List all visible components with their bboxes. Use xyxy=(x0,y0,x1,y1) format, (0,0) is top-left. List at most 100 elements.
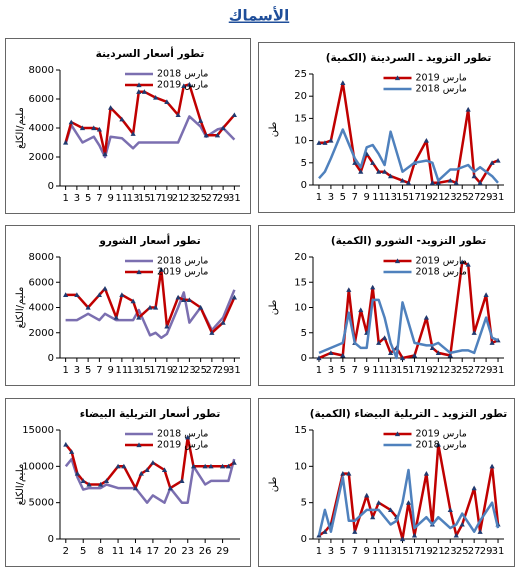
point-marker xyxy=(376,500,382,505)
y-tick-label: 8000 xyxy=(29,65,54,76)
x-tick-label: 13 xyxy=(384,192,397,203)
y-axis-label: طن xyxy=(268,477,279,493)
point-marker xyxy=(130,131,136,136)
y-tick-label: 0 xyxy=(301,534,307,545)
y-tick-label: 20 xyxy=(294,252,307,263)
series-line xyxy=(65,289,236,340)
y-tick-label: 10 xyxy=(294,136,307,147)
point-marker xyxy=(322,529,328,534)
chart-panel: تطور أسعار التريلية البيضاء مليم/الكلغ 0 50… xyxy=(5,398,251,567)
chart-title: تطور التزويد ـ التريلية البيضاء (الكمية) xyxy=(310,408,508,420)
x-tick-label: 25 xyxy=(456,546,469,557)
chart-title: تطور التزويد- الشورو (الكمية) xyxy=(331,235,486,247)
point-marker xyxy=(198,304,204,310)
point-marker xyxy=(459,521,465,527)
x-tick-label: 17 xyxy=(408,192,421,203)
x-tick-label: 21 xyxy=(172,193,185,204)
point-marker xyxy=(208,463,214,469)
point-marker xyxy=(495,157,501,163)
point-marker xyxy=(477,180,483,185)
series-line xyxy=(319,81,499,185)
x-tick-label: 7 xyxy=(96,365,102,376)
point-marker xyxy=(79,125,86,131)
x-tick-label: 3 xyxy=(328,546,334,557)
chart-title: تطور التزويد ـ السردينة (الكمية) xyxy=(326,52,492,64)
x-tick-label: 21 xyxy=(172,365,185,376)
point-marker xyxy=(471,485,477,491)
point-marker xyxy=(435,350,441,356)
x-tick-label: 15 xyxy=(396,365,409,376)
x-tick-label: 1 xyxy=(316,546,322,557)
y-tick-label: 2000 xyxy=(29,328,54,339)
point-marker xyxy=(214,132,221,138)
x-tick-label: 7 xyxy=(96,193,102,204)
x-tick-label: 19 xyxy=(420,546,433,557)
point-marker xyxy=(358,307,364,313)
chart-title: تطور أسعار الشورو xyxy=(98,233,200,247)
x-tick-label: 3 xyxy=(74,365,80,376)
x-tick-label: 15 xyxy=(138,193,151,204)
x-tick-label: 11 xyxy=(116,193,129,204)
point-marker xyxy=(429,345,435,350)
x-tick-label: 19 xyxy=(161,193,174,204)
point-marker xyxy=(91,125,97,131)
point-marker xyxy=(167,485,173,491)
point-marker xyxy=(225,463,231,469)
x-tick-label: 9 xyxy=(364,546,370,557)
point-marker xyxy=(352,529,358,534)
point-marker xyxy=(447,177,453,183)
point-marker xyxy=(158,267,164,272)
y-tick-label: 4000 xyxy=(29,123,54,134)
point-marker xyxy=(435,180,441,185)
x-tick-label: 31 xyxy=(492,192,505,203)
point-marker xyxy=(153,304,159,310)
panel-frame xyxy=(5,225,251,386)
series-line xyxy=(318,128,499,184)
y-tick-label: 5000 xyxy=(29,498,54,509)
legend-label: مارس 2018 xyxy=(416,267,467,278)
point-marker xyxy=(231,294,237,300)
point-marker xyxy=(130,298,136,304)
x-tick-label: 5 xyxy=(85,193,91,204)
x-tick-label: 1 xyxy=(62,193,68,204)
point-marker xyxy=(376,340,382,345)
point-marker xyxy=(121,463,127,469)
x-tick-label: 27 xyxy=(468,546,481,557)
point-marker xyxy=(231,112,237,118)
x-tick-label: 5 xyxy=(340,365,346,376)
point-marker xyxy=(364,492,370,498)
y-tick-label: 10000 xyxy=(22,461,54,472)
point-marker xyxy=(186,81,192,87)
y-tick-label: 5 xyxy=(301,328,307,339)
point-marker xyxy=(423,138,430,143)
legend-label: مارس 2018 xyxy=(157,69,208,80)
x-tick-label: 23 xyxy=(444,192,457,203)
point-marker xyxy=(119,116,125,122)
point-marker xyxy=(387,173,394,179)
point-marker xyxy=(190,463,197,469)
point-marker xyxy=(399,355,406,361)
x-tick-label: 20 xyxy=(164,546,177,557)
x-tick-label: 23 xyxy=(181,546,194,557)
x-tick-label: 25 xyxy=(456,365,469,376)
point-marker xyxy=(150,460,156,465)
point-marker xyxy=(153,94,159,100)
y-tick-label: 25 xyxy=(294,69,307,80)
x-tick-label: 3 xyxy=(74,193,80,204)
y-tick-label: 10 xyxy=(294,461,307,472)
x-tick-label: 9 xyxy=(364,192,370,203)
x-tick-label: 5 xyxy=(340,192,346,203)
y-axis-label: مليم/الكلغ xyxy=(15,464,26,506)
point-marker xyxy=(411,532,418,538)
legend-marker xyxy=(136,269,142,275)
point-marker xyxy=(405,500,412,505)
x-tick-label: 21 xyxy=(432,365,445,376)
x-tick-label: 1 xyxy=(62,365,68,376)
legend-marker xyxy=(394,258,401,264)
x-tick-label: 11 xyxy=(372,365,385,376)
x-tick-label: 13 xyxy=(127,193,140,204)
chart-panel: تطور التزويد- الشورو (الكمية)طن051015201… xyxy=(258,225,515,386)
x-tick-label: 13 xyxy=(384,546,397,557)
point-marker xyxy=(453,532,459,538)
point-marker xyxy=(370,160,376,165)
